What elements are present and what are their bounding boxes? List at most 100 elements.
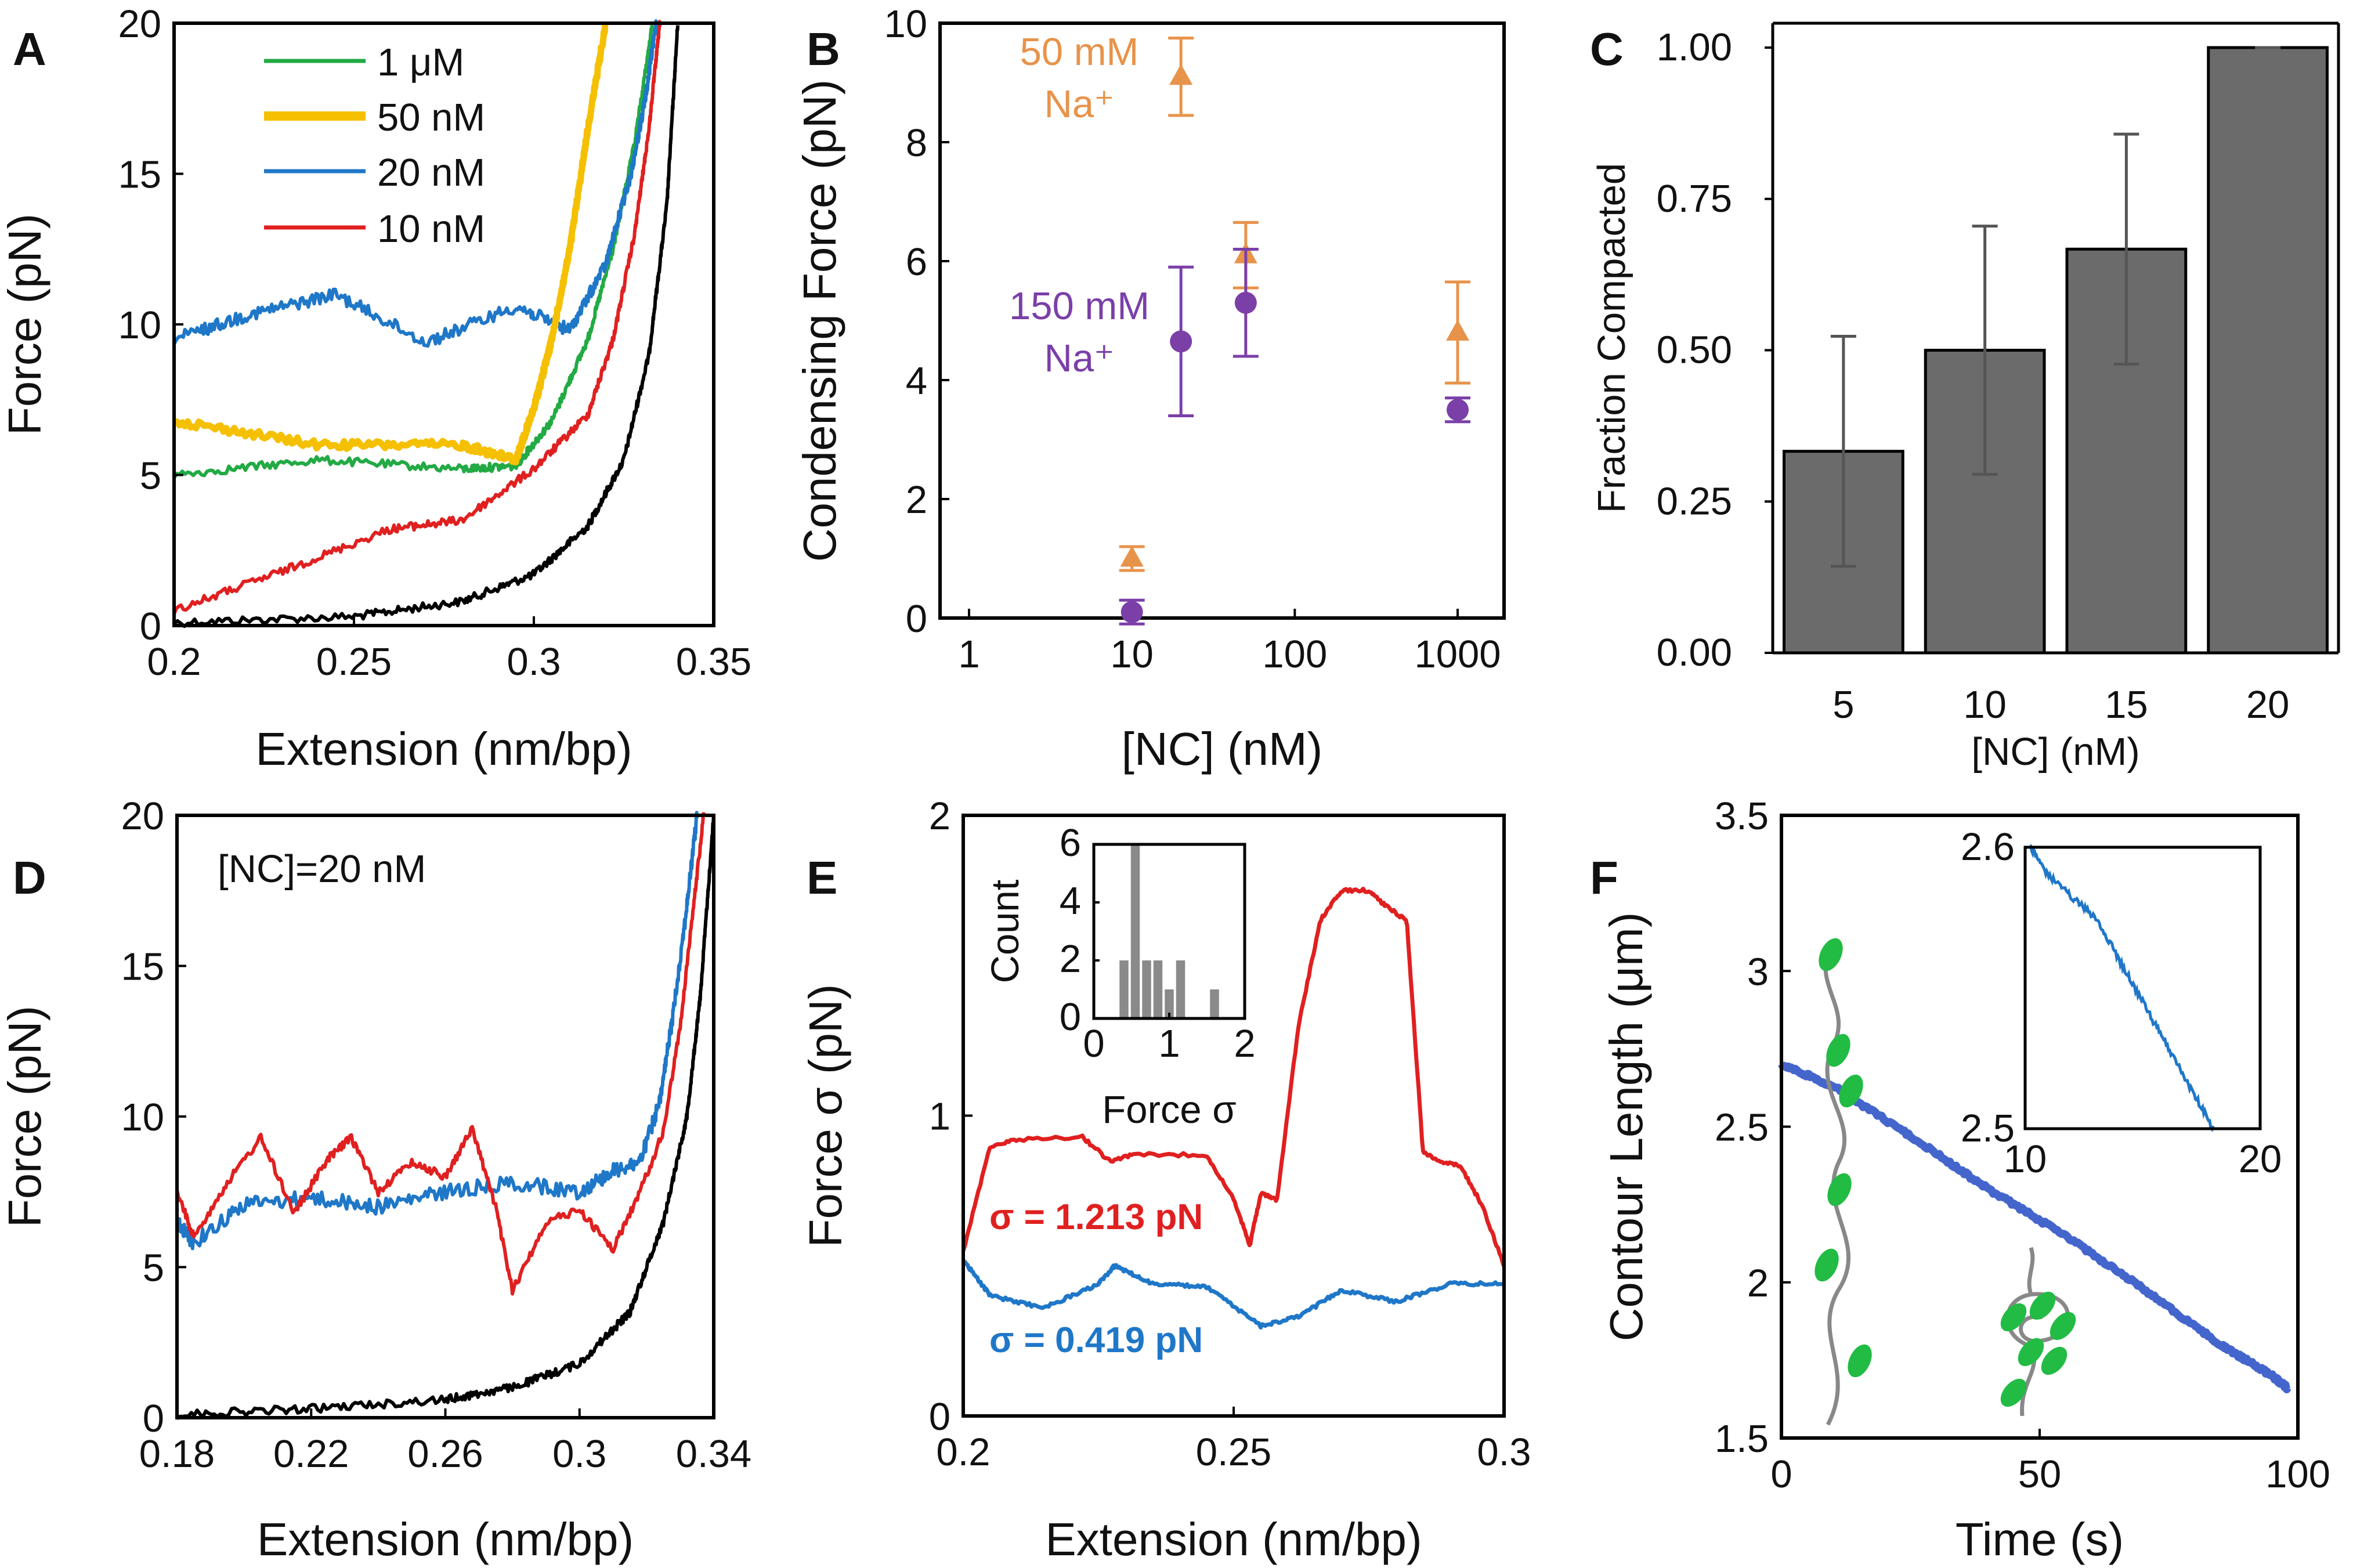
- panel-b-ytick-label: 10: [884, 2, 927, 46]
- inset-xtick-label: 0: [1083, 1022, 1104, 1065]
- panel-b-ytick-label: 2: [906, 478, 927, 522]
- panel-d-ytick-label: 15: [121, 945, 164, 989]
- series-line-sigma: [961, 1259, 1505, 1330]
- panel-b-frame: [938, 21, 1506, 620]
- panel-b-y-axis-label: Condensing Force (pN): [794, 80, 845, 562]
- inset-y-axis-label: Count: [984, 879, 1027, 983]
- inset-ytick-label: 2.6: [1961, 825, 2015, 869]
- inset-frame: [2023, 846, 2262, 1130]
- panel-c-ytick-label: 0.50: [1657, 328, 1732, 372]
- series-line-contour-length: [1777, 1061, 2291, 1393]
- inset-ytick-label: 4: [1060, 879, 1081, 923]
- legend-label-0: 1 μM: [377, 41, 464, 84]
- series-line-blue: [175, 811, 699, 1251]
- inset-ytick-label: 6: [1060, 821, 1081, 865]
- inset-bar: [1210, 989, 1219, 1018]
- panel-a-ytick-label: 20: [118, 2, 161, 46]
- panel-b-xtick-label: 100: [1262, 633, 1327, 676]
- panel-d-chart: 0 5 10 15 20 0.18 0.22 0.26 0.3 0.34 Extension (nm…: [0, 794, 751, 1565]
- dna-strand-extended: [1823, 951, 1851, 1426]
- legend-label-2: 20 nM: [377, 151, 485, 194]
- panel-f-chart: 1.5 2 2.5 3 3.5 0 50 100 Time (s) Contour Length …: [1600, 794, 2330, 1565]
- panel-e-ytick-label: 0: [929, 1395, 950, 1439]
- series-line-red: [175, 812, 706, 1296]
- panel-label-b: B: [807, 23, 840, 75]
- panel-label-f: F: [1590, 852, 1618, 904]
- series-line-20-nM: [172, 19, 658, 348]
- nc-protein-icon: [1815, 1248, 1839, 1282]
- inset-ytick-label: 2.5: [1961, 1107, 2015, 1150]
- panel-e-y-axis-label: Force σ (pN): [800, 984, 851, 1248]
- panel-e-xtick-label: 0.25: [1196, 1430, 1271, 1474]
- panel-d-xtick-label: 0.26: [407, 1432, 483, 1476]
- panel-a-ytick-label: 5: [140, 454, 161, 498]
- panel-d-frame: [175, 814, 715, 1419]
- inset-bar: [1130, 844, 1140, 1018]
- panel-b-ytick-label: 6: [906, 240, 927, 284]
- nc-protein-icon: [2000, 1303, 2027, 1332]
- panel-e-ytick-label: 1: [929, 1095, 950, 1139]
- panel-e-xtick-label: 0.3: [1477, 1430, 1531, 1474]
- panel-f-x-axis-label: Time (s): [1956, 1513, 2124, 1565]
- panel-b-chart: 0 2 4 6 8 10 1 10 100 1000 [NC] (nM) Condensing For…: [794, 2, 1506, 775]
- panel-f-xtick-label: 50: [2018, 1453, 2062, 1496]
- panel-c-ytick-label: 1.00: [1657, 26, 1732, 69]
- inset-x-axis-label: Force σ: [1102, 1088, 1236, 1132]
- panel-c-ytick-label: 0.00: [1657, 631, 1732, 674]
- dna-strand-condensed: [2005, 1247, 2070, 1417]
- panel-a-xtick-label: 0.35: [676, 640, 751, 684]
- inset-series-line: [2029, 844, 2215, 1132]
- panel-d-ytick-label: 10: [121, 1096, 164, 1139]
- inset-xtick-label: 2: [1234, 1022, 1255, 1065]
- panel-a-chart: 0 5 10 15 20 0.2 0.25 0.3 0.35 Extension (nm/bp) F…: [0, 2, 751, 775]
- panel-e-ytick-label: 2: [929, 794, 950, 838]
- panel-d-annotation: [NC]=20 nM: [218, 847, 426, 891]
- panel-label-a: A: [13, 23, 46, 75]
- panel-a-ytick-label: 15: [118, 153, 161, 197]
- nc-protein-icon: [1826, 1034, 1850, 1067]
- panel-c-ytick-label: 0.75: [1657, 177, 1732, 221]
- panel-f-y-axis-label: Contour Length (μm): [1600, 912, 1652, 1342]
- inset-ytick-label: 2: [1060, 937, 1081, 981]
- nc-protein-icon: [2029, 1291, 2056, 1320]
- panel-c-xtick-label: 10: [1963, 683, 2007, 727]
- series-line-50-nM: [173, 21, 609, 466]
- panel-b-x-axis-label: [NC] (nM): [1122, 723, 1323, 775]
- panel-label-e: E: [807, 852, 837, 904]
- panel-e-chart: 0 1 2 0.2 0.25 0.3 Extension (nm/bp) Force σ (p…: [800, 794, 1531, 1565]
- legend-label-1: 50 nM: [377, 96, 485, 139]
- sigma-label-blue: σ = 0.419 pN: [989, 1320, 1203, 1360]
- nc-protein-icon: [2041, 1346, 2068, 1375]
- series-line-10-nM: [172, 20, 662, 615]
- nc-protein-icon: [1827, 1173, 1852, 1206]
- panel-c-chart: 5 10 15 20 0.00 0.25 0.50 0.75 1.00 [NC] (nM) Frac…: [1590, 21, 2340, 774]
- sigma-label-red: σ = 1.213 pN: [989, 1197, 1203, 1237]
- inset-bar: [1153, 960, 1163, 1018]
- panel-b-xtick-label: 1: [958, 633, 979, 676]
- nc-protein-icon: [1819, 938, 1843, 971]
- panel-f-ytick-label: 3: [1747, 950, 1769, 993]
- series-line-DNA-only: [176, 814, 715, 1421]
- series-line-sigma: [961, 887, 1506, 1267]
- panel-a-xtick-label: 0.25: [316, 640, 392, 684]
- inset-bar: [1119, 960, 1129, 1018]
- panel-e-x-axis-label: Extension (nm/bp): [1045, 1513, 1422, 1565]
- nc-protein-icon: [1848, 1344, 1872, 1378]
- panel-a-ytick-label: 0: [140, 605, 161, 648]
- panel-d-ytick-label: 0: [143, 1397, 164, 1440]
- panel-a-xtick-label: 0.2: [147, 640, 201, 684]
- panel-b-xtick-label: 10: [1110, 633, 1154, 676]
- annotation-50mM-line2: Na⁺: [1044, 82, 1114, 126]
- inset-xtick-label: 10: [2004, 1137, 2047, 1181]
- annotation-50mM-line1: 50 mM: [1020, 30, 1139, 74]
- panel-label-c: C: [1590, 23, 1624, 75]
- panel-f-ytick-label: 2.5: [1715, 1106, 1769, 1150]
- inset-bar: [1176, 960, 1185, 1018]
- panel-f-ytick-label: 2: [1747, 1262, 1769, 1305]
- panel-d-xtick-label: 0.18: [139, 1432, 215, 1476]
- panel-f-ytick-label: 1.5: [1715, 1417, 1769, 1461]
- panel-c-xtick-label: 5: [1832, 683, 1854, 727]
- bar-20: [2207, 46, 2329, 655]
- panel-b-ytick-label: 0: [906, 597, 927, 641]
- data-point-triangle: [1446, 320, 1469, 341]
